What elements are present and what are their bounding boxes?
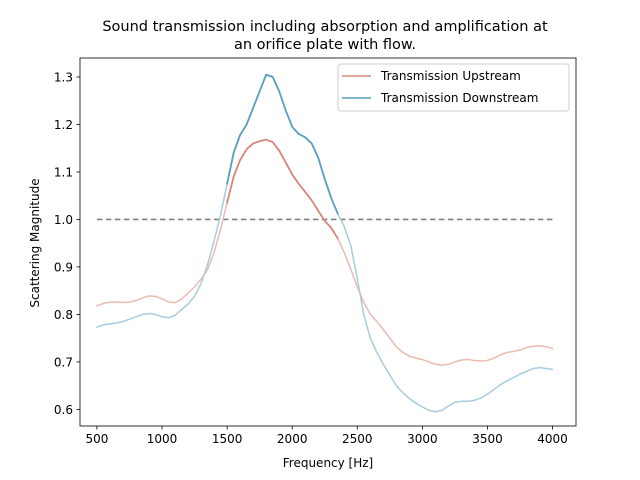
x-axis-label: Frequency [Hz] [283,456,374,470]
series-line-downstream-highlight [226,73,339,215]
chart-title-line-2: an orifice plate with flow. [234,37,416,53]
x-tick-label: 500 [85,432,108,446]
legend-label-downstream: Transmission Downstream [380,91,538,105]
legend: Transmission Upstream Transmission Downs… [337,63,570,112]
plot-frame [79,57,577,427]
y-tick-label: 0.7 [54,355,73,369]
legend-box [337,63,570,112]
x-tick-label: 2000 [277,432,308,446]
x-tick-label: 2500 [342,432,373,446]
y-tick-label: 0.9 [54,260,73,274]
y-tick-label: 0.6 [54,403,73,417]
x-tick-label: 4000 [537,432,568,446]
y-tick-label: 1.2 [54,118,73,132]
legend-label-upstream: Transmission Upstream [380,69,521,83]
y-axis-label: Scattering Magnitude [28,178,42,307]
x-tick-label: 1500 [212,432,243,446]
series-layer [96,73,554,413]
chart-title-line-1: Sound transmission including absorption … [102,19,548,35]
series-line-upstream-highlight [226,138,339,240]
ticks-layer: 500 1000 1500 2000 2500 3000 3500 4000 0.6 0.7 0.8… [54,70,568,446]
y-tick-label: 1.3 [54,70,73,84]
y-tick-label: 0.8 [54,308,73,322]
y-tick-label: 1.1 [54,165,73,179]
series-line-upstream-full [96,138,554,366]
x-tick-label: 1000 [147,432,178,446]
x-tick-label: 3500 [472,432,503,446]
y-tick-label: 1.0 [54,213,73,227]
x-tick-label: 3000 [407,432,438,446]
